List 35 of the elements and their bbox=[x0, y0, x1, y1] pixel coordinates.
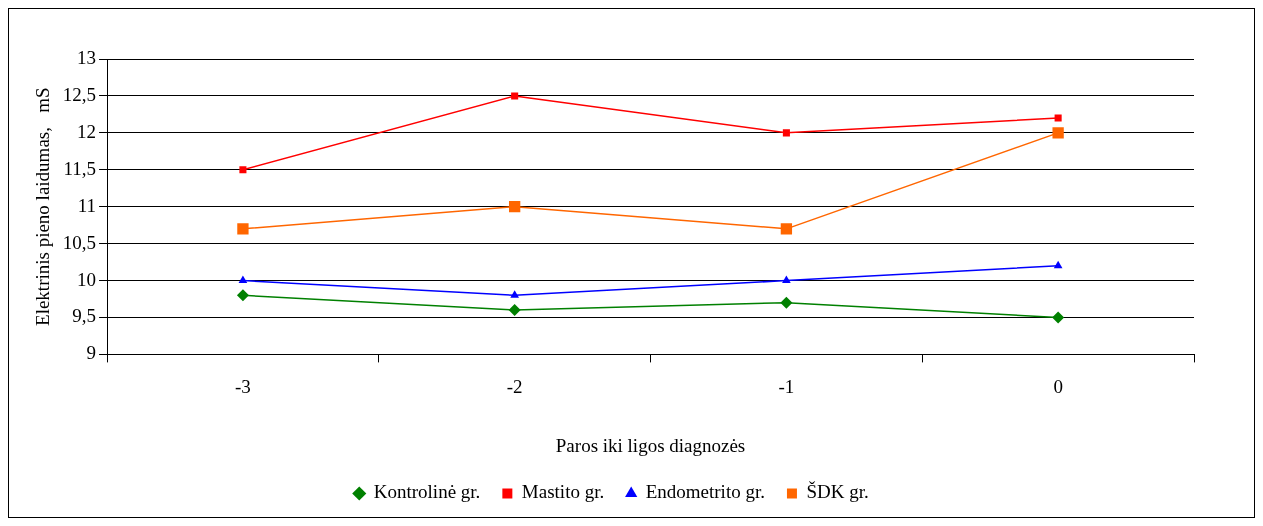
y-tick-label: 10 bbox=[77, 268, 97, 290]
point bbox=[510, 290, 519, 298]
x-tick-label: -2 bbox=[506, 375, 523, 397]
point bbox=[782, 275, 791, 284]
point bbox=[236, 289, 249, 302]
point bbox=[511, 92, 519, 100]
point bbox=[1054, 114, 1062, 122]
legend-label: ŠDK gr. bbox=[806, 481, 869, 503]
point bbox=[780, 296, 793, 309]
y-tick-label: 9 bbox=[86, 342, 97, 364]
y-tick-label: 12,5 bbox=[62, 83, 97, 105]
point bbox=[509, 201, 521, 213]
point bbox=[1052, 311, 1065, 324]
x-tick-label: -3 bbox=[235, 375, 251, 397]
y-tick-label: 11,5 bbox=[63, 157, 97, 179]
legend-label: Endometrito gr. bbox=[645, 481, 765, 503]
y-tick-label: 11 bbox=[77, 194, 97, 216]
point bbox=[237, 223, 249, 235]
y-tick-label: 13 bbox=[77, 46, 97, 68]
y-tick-label: 9,5 bbox=[72, 305, 97, 327]
point bbox=[1053, 260, 1063, 269]
x-tick-label: 0 bbox=[1053, 375, 1063, 397]
legend-label: Kontrolinė gr. bbox=[373, 481, 481, 503]
point bbox=[239, 166, 247, 174]
x-axis-title: Paros iki ligos diagnozės bbox=[555, 434, 746, 456]
point bbox=[1052, 127, 1064, 139]
point bbox=[782, 129, 790, 137]
y-tick-label: 10,5 bbox=[62, 231, 97, 253]
point bbox=[508, 304, 521, 317]
x-tick-label: -1 bbox=[778, 375, 795, 397]
y-axis-title: Elektrinis pieno laidumas, mS bbox=[32, 87, 54, 326]
legend-label: Mastito gr. bbox=[521, 481, 605, 503]
point bbox=[238, 275, 248, 284]
y-tick-label: 12 bbox=[77, 120, 97, 142]
point bbox=[780, 223, 793, 235]
